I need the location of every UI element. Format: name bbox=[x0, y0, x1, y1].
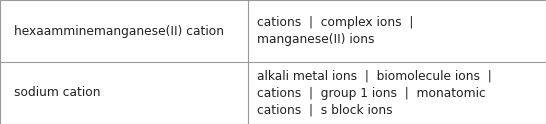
Text: alkali metal ions  |  biomolecule ions  |
cations  |  group 1 ions  |  monatomic: alkali metal ions | biomolecule ions | c… bbox=[257, 69, 491, 117]
Text: sodium cation: sodium cation bbox=[14, 87, 100, 99]
Text: cations  |  complex ions  |
manganese(II) ions: cations | complex ions | manganese(II) i… bbox=[257, 16, 413, 46]
Text: hexaamminemanganese(II) cation: hexaamminemanganese(II) cation bbox=[14, 25, 224, 37]
